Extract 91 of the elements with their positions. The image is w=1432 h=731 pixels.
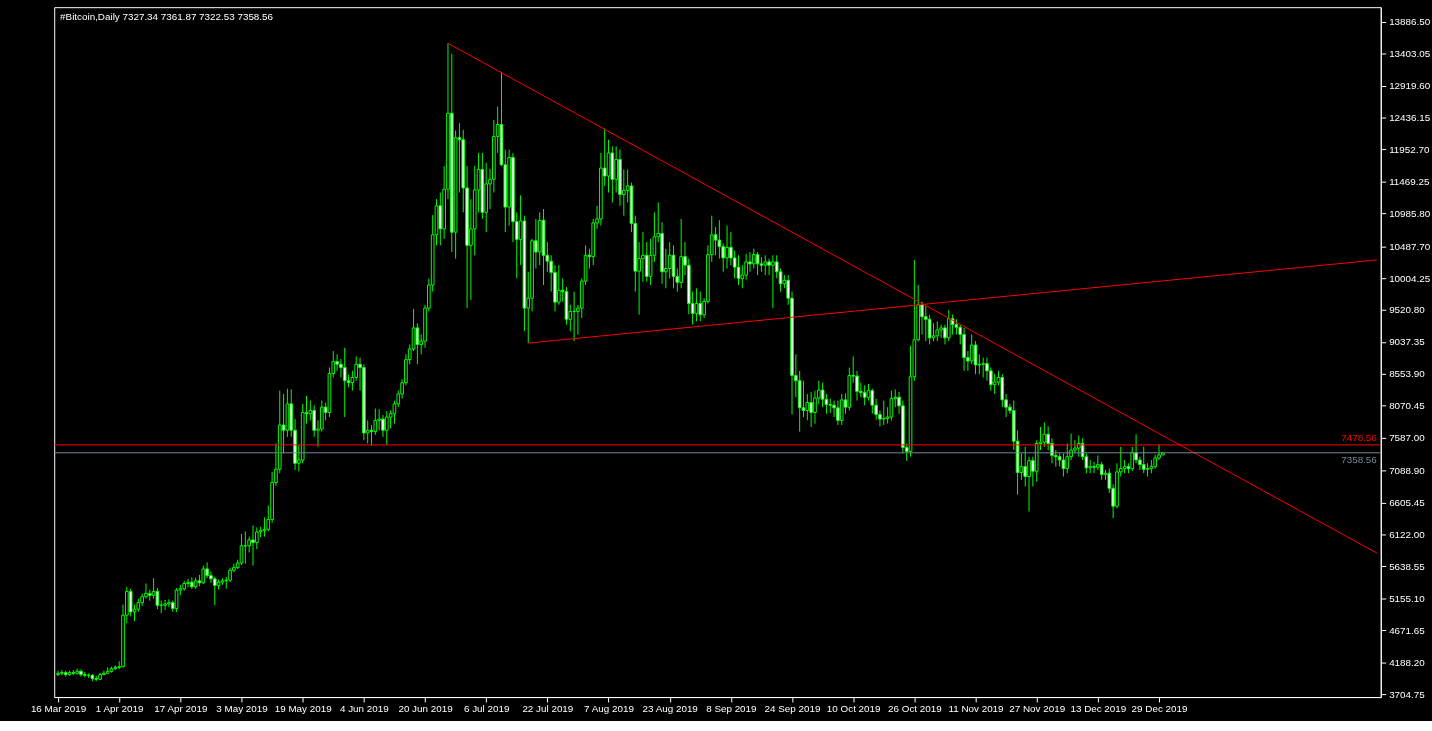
y-tick-label: 6122.00	[1389, 528, 1426, 540]
candlestick	[60, 669, 64, 676]
candlestick	[801, 380, 806, 418]
ref-line-label: 7358.56	[1341, 453, 1378, 465]
candlestick	[836, 400, 840, 426]
candlestick	[1141, 446, 1146, 474]
y-tick-label: 12919.60	[1389, 80, 1431, 92]
ref-line-label: 7478.56	[1341, 431, 1378, 443]
candlestick	[698, 291, 703, 322]
candlestick	[935, 320, 940, 342]
candlestick	[75, 668, 79, 676]
candlestick	[186, 578, 190, 588]
candlestick	[939, 324, 943, 339]
x-tick-label: 16 Mar 2019	[30, 703, 87, 715]
y-tick-label: 6605.45	[1389, 497, 1426, 509]
candlestick	[751, 248, 756, 269]
y-tick-label: 12436.15	[1389, 111, 1431, 123]
candlestick	[377, 408, 381, 431]
x-tick-label: 26 Oct 2019	[888, 703, 943, 715]
candlestick	[763, 254, 768, 276]
candlestick	[881, 400, 886, 426]
y-tick-label: 10985.80	[1389, 207, 1431, 219]
x-tick-label: 27 Nov 2019	[1009, 703, 1066, 715]
candlestick	[671, 244, 676, 289]
candlestick	[981, 357, 986, 378]
x-tick-label: 13 Dec 2019	[1070, 703, 1127, 715]
candlestick	[748, 251, 752, 273]
chart-title: #Bitcoin,Daily 7327.34 7361.87 7322.53 7358.56	[60, 10, 274, 22]
candlestick	[725, 225, 729, 269]
x-tick-label: 24 Sep 2019	[764, 703, 821, 715]
y-tick-label: 4188.20	[1389, 656, 1426, 668]
y-tick-label: 5155.10	[1389, 592, 1426, 604]
candlestick	[79, 668, 83, 678]
x-tick-label: 23 Aug 2019	[642, 703, 699, 715]
candlestick	[771, 254, 775, 309]
candlestick	[839, 393, 844, 426]
y-tick-label: 7587.00	[1389, 432, 1426, 444]
y-tick-label: 10004.25	[1389, 272, 1431, 284]
candlestick	[923, 305, 928, 342]
candlestick	[946, 309, 951, 342]
candlestick	[740, 264, 745, 289]
candlestick	[973, 340, 978, 375]
candlestick	[992, 373, 997, 395]
x-tick-label: 11 Nov 2019	[948, 703, 1005, 715]
y-tick-label: 13886.50	[1389, 16, 1431, 28]
y-tick-label: 9520.80	[1389, 304, 1426, 316]
candlestick	[251, 524, 255, 567]
candlestick	[717, 219, 722, 260]
candlestick	[384, 410, 389, 446]
y-tick-label: 11469.25	[1389, 175, 1430, 187]
candlestick	[163, 599, 167, 611]
x-tick-label: 29 Dec 2019	[1131, 703, 1188, 715]
candlestick	[239, 533, 244, 566]
candlestick	[1145, 462, 1150, 477]
candlestick	[556, 264, 561, 306]
x-tick-label: 8 Sep 2019	[706, 703, 758, 715]
candlestick	[809, 391, 813, 428]
y-tick-label: 7088.90	[1389, 465, 1426, 477]
x-tick-label: 20 Jun 2019	[398, 703, 454, 715]
x-tick-label: 4 Jun 2019	[339, 703, 390, 715]
y-tick-label: 8070.45	[1389, 400, 1426, 412]
y-tick-label: 13403.05	[1389, 48, 1431, 60]
candlestick	[415, 322, 420, 365]
y-tick-label: 9037.35	[1389, 336, 1426, 348]
y-tick-label: 4671.65	[1389, 624, 1426, 636]
x-tick-label: 7 Aug 2019	[584, 703, 635, 715]
candlestick	[1042, 421, 1047, 448]
x-tick-label: 17 Apr 2019	[154, 703, 208, 715]
x-tick-label: 19 May 2019	[274, 703, 333, 715]
y-tick-label: 3704.75	[1389, 688, 1426, 700]
candlestick	[1092, 461, 1096, 474]
y-tick-label: 10487.70	[1389, 240, 1431, 252]
candlestick	[205, 561, 209, 579]
x-tick-label: 22 Jul 2019	[522, 703, 574, 715]
x-tick-label: 1 Apr 2019	[95, 703, 145, 715]
candlestick	[614, 145, 619, 194]
candlestick	[767, 258, 771, 276]
candlestick	[694, 287, 699, 322]
candlestick	[1096, 454, 1100, 471]
x-tick-label: 6 Jul 2019	[463, 703, 510, 715]
candlestick	[962, 327, 966, 372]
candlestick	[212, 576, 217, 606]
y-tick-label: 8553.90	[1389, 368, 1426, 380]
candlestick	[167, 598, 171, 608]
x-tick-label: 3 May 2019	[216, 703, 269, 715]
candlestick	[1023, 446, 1028, 487]
x-tick-label: 10 Oct 2019	[826, 703, 882, 715]
y-tick-label: 5638.55	[1389, 560, 1426, 572]
y-tick-label: 11952.70	[1389, 143, 1430, 155]
candlestick	[342, 347, 347, 418]
candlestick	[128, 588, 133, 617]
